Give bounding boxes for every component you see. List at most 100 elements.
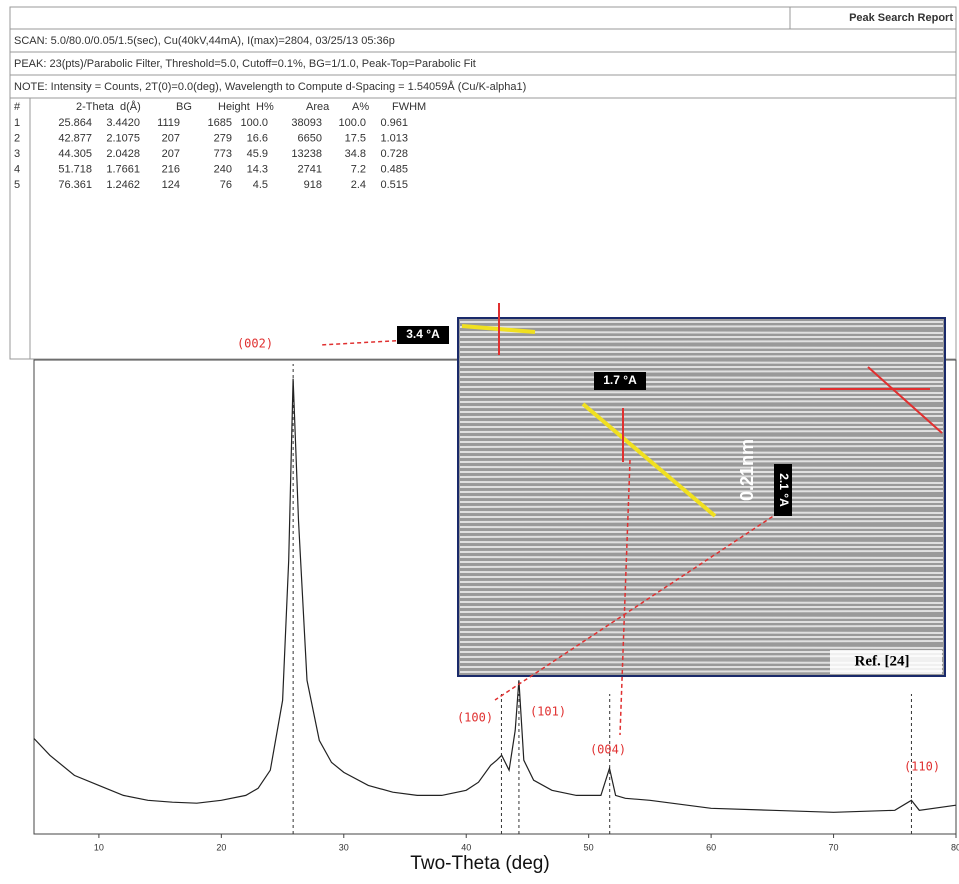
fringe (459, 391, 944, 394)
fringe (459, 325, 944, 328)
x-tick-label: 60 (706, 842, 716, 852)
table-cell: 918 (304, 179, 322, 191)
fringe (459, 340, 944, 343)
table-cell: 0.515 (380, 179, 408, 191)
table-cell: 0.728 (380, 148, 408, 160)
fringe (459, 370, 944, 373)
table-cell: 0.485 (380, 163, 408, 175)
table-cell: 1685 (208, 117, 232, 129)
inset-label: 0.21nm (737, 439, 757, 501)
peak-label: (002) (237, 337, 273, 351)
fringe (459, 466, 944, 469)
fringe (459, 625, 944, 628)
table-cell: 240 (214, 163, 232, 175)
table-cell: 13238 (291, 148, 322, 160)
table-cell: 6650 (298, 132, 322, 144)
ref-box (830, 650, 942, 674)
red-mark (867, 366, 943, 434)
x-tick-label: 50 (584, 842, 594, 852)
fringe (459, 601, 944, 604)
xrd-curve (33, 378, 957, 813)
table-cell: 42.877 (58, 132, 92, 144)
table-cell: 773 (214, 148, 232, 160)
table-cell: 14.3 (247, 163, 268, 175)
fringe (459, 556, 944, 559)
table-header: A% (352, 101, 369, 113)
table-cell: 51.718 (58, 163, 92, 175)
table-cell: 2.1075 (106, 132, 140, 144)
fringe (459, 586, 944, 589)
table-cell: 76 (220, 179, 232, 191)
yellow-mark (581, 402, 717, 518)
table-cell: 25.864 (58, 117, 92, 129)
x-tick-label: 40 (461, 842, 471, 852)
inset-label: 1.7 °A (603, 373, 637, 387)
table-cell: 16.6 (247, 132, 268, 144)
inset-label: 3.4 °A (406, 327, 440, 341)
fringe (459, 475, 944, 478)
reference: Ref. [24] (855, 653, 910, 669)
fringe (459, 496, 944, 499)
x-tick-label: 80 (951, 842, 959, 852)
peak-label: (110) (904, 760, 940, 774)
table-cell: 34.8 (345, 148, 366, 160)
table-cell: 1.7661 (106, 163, 140, 175)
table-header: BG (176, 101, 192, 113)
fringe (459, 385, 944, 388)
table-cell: 4 (14, 163, 20, 175)
fringe (459, 565, 944, 568)
fringe (459, 646, 944, 649)
scan-line: SCAN: 5.0/80.0/0.05/1.5(sec), Cu(40kV,44… (14, 35, 395, 47)
fringe (459, 616, 944, 619)
table-cell: 5 (14, 179, 20, 191)
peak-table: #2-Theta d(Å) BG Height H% Area A% FWHM 1 25.864 3… (14, 100, 426, 191)
fringe (459, 361, 944, 364)
table-cell: 100.0 (240, 117, 268, 129)
table-cell: 3 (14, 148, 20, 160)
table-cell: 207 (162, 148, 180, 160)
label-box (397, 326, 449, 344)
inset-label: 2.1 °A (777, 473, 791, 507)
table-cell: 2 (14, 132, 20, 144)
x-tick-label: 20 (216, 842, 226, 852)
fringe (459, 451, 944, 454)
table-cell: 0.961 (380, 117, 408, 129)
table-cell: 45.9 (247, 148, 268, 160)
table-cell: 76.361 (58, 179, 92, 191)
peak-label: (100) (457, 711, 493, 725)
table-cell: 4.5 (253, 179, 268, 191)
table-cell: 2741 (298, 163, 322, 175)
table-cell: 38093 (291, 117, 322, 129)
fringe (459, 571, 944, 574)
fringe (459, 355, 944, 358)
fringe (459, 436, 944, 439)
table-cell: 100.0 (338, 117, 366, 129)
plot: 10 20 30 40 50 60 70 80 (002) (100) (101) (004) (110… (33, 337, 959, 852)
fringe (459, 631, 944, 634)
fringe (459, 535, 944, 538)
table-cell: 2.4 (351, 179, 366, 191)
fringe (459, 541, 944, 544)
fringe (459, 331, 944, 334)
fringe (459, 580, 944, 583)
table-cell: 17.5 (345, 132, 366, 144)
table-cell: 7.2 (351, 163, 366, 175)
fringe (459, 490, 944, 493)
fringe (459, 421, 944, 424)
table-header: FWHM (392, 101, 426, 113)
label-box (594, 372, 646, 390)
fringe (459, 595, 944, 598)
x-tick-label: 10 (94, 842, 104, 852)
table-cell: 1.013 (380, 132, 408, 144)
x-axis-label: Two-Theta (deg) (410, 853, 549, 874)
table-cell: 44.305 (58, 148, 92, 160)
label-box (774, 464, 792, 516)
fringe (459, 526, 944, 529)
fringe (459, 610, 944, 613)
peak-line: PEAK: 23(pts)/Parabolic Filter, Threshol… (14, 58, 476, 70)
fringe (459, 415, 944, 418)
table-cell: 207 (162, 132, 180, 144)
table-header: d(Å) (120, 100, 141, 113)
table-header: H% (256, 101, 274, 113)
table-cell: 279 (214, 132, 232, 144)
